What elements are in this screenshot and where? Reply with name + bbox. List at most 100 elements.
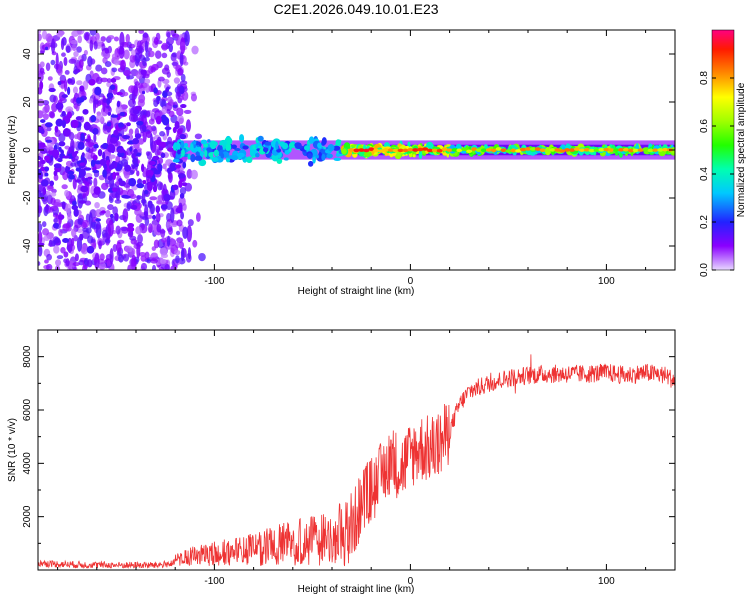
spectrogram-noise-cell xyxy=(99,253,105,261)
spectrogram-peak-cell xyxy=(353,148,360,153)
spectrogram-band-cell xyxy=(116,91,123,96)
spectrogram-streak xyxy=(65,258,70,267)
spectrogram-band-cell xyxy=(49,180,55,187)
spectrogram-band-cell xyxy=(109,137,118,144)
spectrogram-y-label: Frequency (Hz) xyxy=(7,116,18,185)
spectrogram-band-cell xyxy=(67,170,75,175)
spectrogram-noise-cell xyxy=(70,39,78,45)
colorbar-tick-label: 0.4 xyxy=(699,167,710,181)
spectrogram-y-tick-label: 20 xyxy=(22,96,33,108)
spectrogram-noise-cell xyxy=(84,152,91,160)
spectrogram-band-cell xyxy=(130,204,138,210)
spectrogram-noise-cell xyxy=(140,262,148,270)
spectrogram-band-cell xyxy=(113,129,119,136)
spectrogram-band-cell xyxy=(83,167,92,171)
spectrogram-streak xyxy=(93,133,97,143)
spectrogram-noise-cell xyxy=(123,69,132,77)
spectrogram-noise-cell xyxy=(107,204,114,211)
spectrogram-noise-cell xyxy=(183,109,192,114)
spectrogram-band-cell xyxy=(84,138,91,142)
colorbar-gradient xyxy=(712,30,734,270)
spectrogram-band-cell xyxy=(133,148,138,155)
spectrogram-band-cell xyxy=(163,193,171,202)
spectrogram-y-tick-label: -20 xyxy=(22,190,33,205)
spectrogram-noise-cell xyxy=(73,50,79,57)
spectrogram-peak-cell xyxy=(520,147,527,152)
spectrogram-band-cell xyxy=(194,155,203,161)
spectrogram-band-cell xyxy=(55,102,64,110)
spectrogram-band-cell xyxy=(336,139,342,143)
spectrogram-band-cell xyxy=(195,141,200,146)
spectrogram-band-cell xyxy=(220,152,225,159)
spectrogram-noise-cell xyxy=(70,77,76,85)
spectrogram-noise-cell xyxy=(159,182,164,191)
spectrogram-noise-cell xyxy=(194,133,203,140)
spectrogram-peak-cell xyxy=(549,148,556,152)
spectrogram-noise-cell xyxy=(179,80,188,86)
spectrogram-noise-cell xyxy=(46,253,52,261)
spectrogram-noise-cell xyxy=(137,98,145,108)
spectrogram-band-cell xyxy=(79,233,84,241)
spectrogram-band-cell xyxy=(307,160,314,167)
spectrogram-streak xyxy=(63,56,68,66)
spectrogram-noise-cell xyxy=(93,40,98,50)
spectrogram-band-cell xyxy=(82,180,87,184)
spectrogram-peak-cell xyxy=(613,148,620,152)
spectrogram-band-cell xyxy=(124,164,132,172)
spectrogram-band-cell xyxy=(147,182,153,192)
spectrogram-band-cell xyxy=(153,87,158,94)
spectrogram-streak xyxy=(63,251,69,258)
spectrogram-streak xyxy=(187,247,192,260)
spectrogram-band-cell xyxy=(61,94,68,99)
spectrogram-band-cell xyxy=(68,174,76,180)
spectrogram-streak xyxy=(134,52,140,67)
spectrogram-band-cell xyxy=(152,214,157,220)
spectrogram-band-cell xyxy=(106,92,114,99)
spectrogram-peak-cell xyxy=(368,147,375,151)
spectrogram-band-cell xyxy=(257,145,263,149)
spectrogram-streak xyxy=(186,225,193,243)
spectrogram-band-cell xyxy=(190,142,194,151)
spectrogram-noise-cell xyxy=(60,246,66,254)
spectrogram-band-cell xyxy=(341,148,347,155)
spectrogram-band-cell xyxy=(40,179,49,187)
spectrogram-peak-cell xyxy=(652,148,659,152)
spectrogram-band-cell xyxy=(57,157,63,163)
spectrogram-noise-cell xyxy=(82,227,89,233)
spectrogram-x-tick-label: -100 xyxy=(204,276,224,287)
spectrogram-band-cell xyxy=(68,146,72,154)
spectrogram-band-cell xyxy=(131,164,136,170)
spectrogram-band-cell xyxy=(315,154,319,159)
spectrogram-noise-cell xyxy=(173,77,181,84)
colorbar-tick-label: 0.0 xyxy=(699,263,710,277)
spectrogram-band-cell xyxy=(412,154,416,158)
spectrogram-band-cell xyxy=(38,129,45,134)
spectrogram-band-cell xyxy=(143,211,148,217)
spectrogram-streak xyxy=(180,247,185,262)
spectrogram-peak-cell xyxy=(441,147,448,151)
spectrogram-noise-cell xyxy=(129,193,137,199)
spectrogram-peak-cell xyxy=(593,148,600,152)
spectrogram-noise-cell xyxy=(71,44,77,52)
spectrogram-band-cell xyxy=(175,207,183,214)
spectrogram-band-cell xyxy=(109,213,114,219)
spectrogram-streak xyxy=(155,212,161,223)
spectrogram-streak xyxy=(39,67,45,74)
spectrogram-noise-cell xyxy=(175,230,181,236)
spectrogram-noise-cell xyxy=(173,249,181,256)
spectrogram-band-cell xyxy=(114,212,119,222)
spectrogram-noise-cell xyxy=(104,61,112,68)
spectrogram-noise-cell xyxy=(178,241,185,249)
spectrogram-band-cell xyxy=(145,169,154,178)
colorbar-label: Normalized spectral amplitude xyxy=(736,82,747,217)
spectrogram-band-cell xyxy=(45,139,53,143)
spectrogram-noise-cell xyxy=(150,66,156,73)
spectrogram-noise-cell xyxy=(45,62,51,72)
spectrogram-band-cell xyxy=(140,69,147,76)
spectrogram-noise-cell xyxy=(198,252,206,262)
spectrogram-noise-cell xyxy=(55,259,62,267)
spectrogram-noise-cell xyxy=(115,225,121,235)
spectrogram-noise-cell xyxy=(72,262,81,267)
spectrogram-noise-cell xyxy=(156,200,163,205)
spectrogram-band-cell xyxy=(219,139,228,146)
